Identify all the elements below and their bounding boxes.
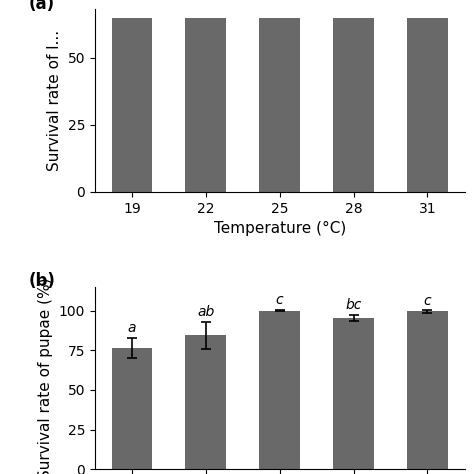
- Text: bc: bc: [346, 298, 362, 312]
- Text: c: c: [424, 294, 431, 308]
- Bar: [111, 18, 152, 192]
- Y-axis label: Survival rate of l...: Survival rate of l...: [47, 30, 62, 171]
- Bar: [185, 335, 226, 469]
- Bar: [407, 311, 448, 469]
- Text: ab: ab: [197, 305, 214, 319]
- X-axis label: Temperature (°C): Temperature (°C): [213, 221, 346, 236]
- Bar: [185, 18, 226, 192]
- Bar: [259, 310, 300, 469]
- Text: c: c: [276, 293, 283, 308]
- Bar: [259, 18, 300, 192]
- Bar: [111, 348, 152, 469]
- Bar: [407, 18, 448, 192]
- Y-axis label: Survival rate of pupae (%): Survival rate of pupae (%): [38, 277, 53, 474]
- Text: a: a: [128, 321, 136, 335]
- Bar: [333, 318, 374, 469]
- Text: (b): (b): [28, 272, 55, 290]
- Text: (a): (a): [28, 0, 55, 13]
- Bar: [333, 18, 374, 192]
